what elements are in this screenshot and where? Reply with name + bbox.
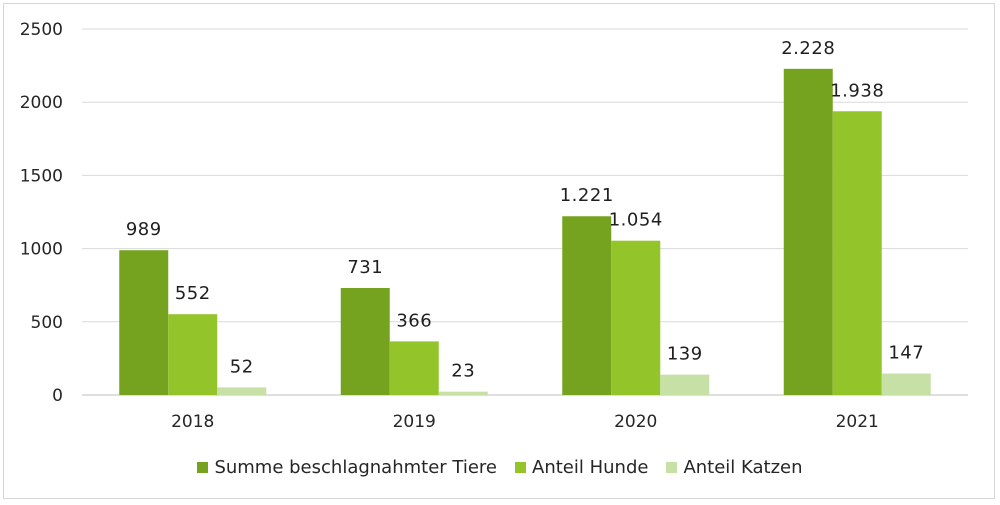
- data-label: 366: [396, 310, 432, 331]
- data-label: 1.054: [609, 210, 663, 231]
- bar: [217, 387, 267, 395]
- bar: [340, 287, 390, 395]
- y-tick-label: 1500: [20, 166, 63, 186]
- bar: [783, 68, 833, 395]
- data-label: 139: [667, 344, 703, 365]
- bar: [119, 250, 169, 395]
- bar: [438, 391, 488, 395]
- bar: [881, 373, 931, 395]
- y-tick-label: 1000: [20, 240, 63, 260]
- legend: Summe beschlagnahmter Tiere Anteil Hunde…: [0, 454, 1000, 480]
- legend-swatch-katzen: [666, 461, 678, 473]
- legend-label-katzen: Anteil Katzen: [683, 456, 803, 478]
- y-tick-label: 0: [52, 386, 63, 406]
- bar: [611, 240, 661, 395]
- x-tick-label: 2018: [171, 412, 214, 432]
- y-tick-label: 500: [31, 313, 63, 333]
- x-axis: 2018 2019 2020 2021: [171, 412, 879, 432]
- data-label: 1.938: [830, 80, 884, 101]
- legend-label-summe: Summe beschlagnahmter Tiere: [214, 456, 498, 478]
- legend-item-katzen: Anteil Katzen: [666, 456, 803, 478]
- data-label: 2.228: [781, 38, 835, 59]
- legend-label-hunde: Anteil Hunde: [532, 456, 649, 478]
- data-label: 147: [888, 342, 924, 363]
- bars: [119, 68, 931, 396]
- data-labels: 989 552 52 731 366 23 1.221 1.054 139 2.228 1.938 1…: [126, 38, 924, 382]
- legend-swatch-summe: [197, 461, 209, 473]
- bar: [389, 341, 439, 395]
- data-label: 731: [347, 257, 383, 278]
- bar: [832, 111, 882, 396]
- data-label: 1.221: [560, 185, 614, 206]
- bar: [168, 314, 218, 395]
- y-axis: 0 500 1000 1500 2000 2500: [20, 20, 63, 406]
- data-label: 989: [126, 219, 162, 240]
- x-tick-label: 2019: [393, 412, 436, 432]
- data-label: 552: [175, 283, 211, 304]
- bar: [562, 216, 612, 395]
- bar: [660, 374, 710, 395]
- y-tick-label: 2000: [20, 93, 63, 113]
- data-label: 52: [230, 356, 254, 377]
- legend-item-summe: Summe beschlagnahmter Tiere: [197, 457, 497, 478]
- x-tick-label: 2021: [836, 412, 879, 432]
- data-label: 23: [451, 361, 475, 382]
- legend-swatch-hunde: [515, 461, 527, 473]
- x-tick-label: 2020: [614, 412, 657, 432]
- y-tick-label: 2500: [20, 20, 63, 40]
- legend-item-hunde: Anteil Hunde: [515, 457, 648, 478]
